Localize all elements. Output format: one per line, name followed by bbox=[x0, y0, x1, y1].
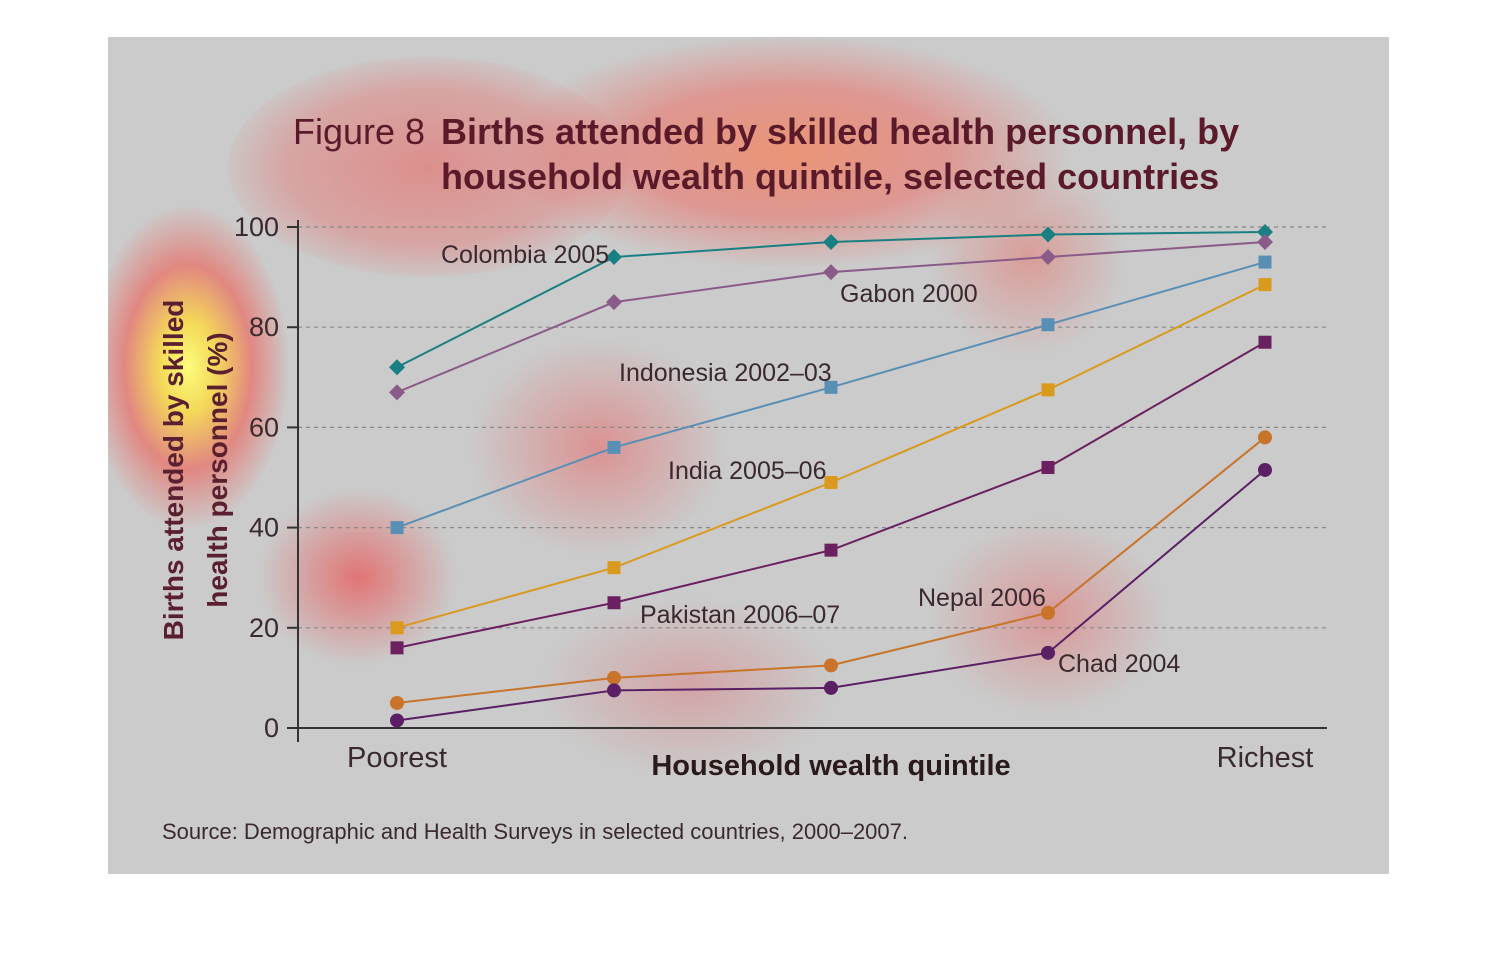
data-point bbox=[607, 683, 621, 698]
series-line bbox=[396, 283, 1266, 629]
data-point bbox=[606, 249, 622, 266]
data-point bbox=[390, 713, 404, 728]
data-point bbox=[1257, 224, 1273, 241]
figure-label: Figure 8 bbox=[293, 111, 425, 152]
data-point bbox=[1257, 234, 1273, 251]
series-label: Gabon 2000 bbox=[840, 280, 978, 308]
data-point bbox=[389, 384, 405, 401]
series-label: Pakistan 2006–07 bbox=[640, 601, 840, 629]
y-axis-title-line2: health personnel (%) bbox=[202, 332, 233, 607]
data-point bbox=[390, 521, 404, 535]
series-labels: Colombia 2005 Gabon 2000 Indonesia 2002–03… bbox=[441, 241, 1180, 678]
data-point bbox=[1258, 430, 1272, 445]
data-point bbox=[390, 621, 404, 635]
data-point bbox=[1258, 462, 1272, 477]
data-point bbox=[824, 680, 838, 695]
series-label: Nepal 2006 bbox=[918, 584, 1046, 612]
x-axis-title: Household wealth quintile bbox=[651, 750, 1010, 782]
data-point bbox=[1041, 383, 1055, 397]
data-point bbox=[823, 264, 839, 281]
series-label: Chad 2004 bbox=[1058, 650, 1180, 678]
data-point bbox=[1258, 335, 1272, 349]
data-point bbox=[389, 359, 405, 376]
data-point bbox=[823, 234, 839, 251]
data-point bbox=[1258, 278, 1272, 292]
source-note: Source: Demographic and Health Surveys i… bbox=[162, 819, 908, 844]
data-point bbox=[390, 695, 404, 710]
data-point bbox=[606, 294, 622, 311]
y-tick-label: 60 bbox=[249, 412, 279, 442]
data-point bbox=[607, 596, 621, 610]
y-axis-title-line1: Births attended by skilled bbox=[158, 300, 189, 641]
data-point bbox=[607, 440, 621, 454]
grid-lines bbox=[298, 226, 1326, 629]
data-point bbox=[1041, 645, 1055, 660]
axes: 0 20 40 60 80 100 Poorest Richest bbox=[234, 212, 1327, 774]
series-label: Colombia 2005 bbox=[441, 241, 609, 269]
data-point bbox=[824, 476, 838, 490]
series-label: India 2005–06 bbox=[668, 457, 826, 485]
figure-title-line2: household wealth quintile, selected coun… bbox=[441, 156, 1219, 197]
data-point bbox=[607, 670, 621, 685]
data-point bbox=[1041, 605, 1055, 620]
data-point bbox=[607, 561, 621, 575]
x-tick-label: Poorest bbox=[347, 742, 447, 774]
data-point bbox=[824, 543, 838, 557]
y-tick-label: 40 bbox=[249, 513, 279, 543]
series-label: Indonesia 2002–03 bbox=[619, 359, 832, 387]
data-point bbox=[1040, 249, 1056, 266]
y-tick-label: 0 bbox=[264, 713, 279, 743]
series-layer bbox=[389, 224, 1273, 728]
y-tick-label: 80 bbox=[249, 312, 279, 342]
data-point bbox=[1041, 318, 1055, 332]
y-tick-label: 20 bbox=[249, 613, 279, 643]
figure-title-line1: Births attended by skilled health person… bbox=[441, 111, 1239, 152]
data-point bbox=[390, 641, 404, 655]
data-point bbox=[1041, 460, 1055, 474]
data-point bbox=[824, 380, 838, 394]
y-tick-label: 100 bbox=[234, 212, 279, 242]
data-point bbox=[824, 658, 838, 673]
data-point bbox=[1258, 255, 1272, 269]
data-point bbox=[1040, 226, 1056, 243]
x-tick-label: Richest bbox=[1217, 742, 1314, 774]
